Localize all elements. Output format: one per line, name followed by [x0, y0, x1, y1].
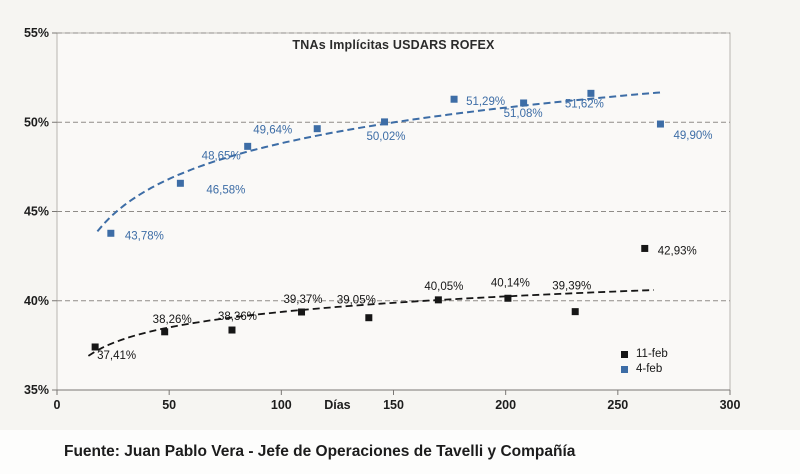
x-tick-label: 150	[383, 398, 404, 412]
data-point-4-feb	[450, 95, 458, 103]
data-point-4-feb	[176, 179, 184, 187]
y-tick-label: 55%	[24, 26, 49, 40]
point-label-11-feb: 42,93%	[658, 245, 697, 257]
data-point-4-feb	[107, 229, 115, 237]
data-point-11-feb	[161, 328, 169, 336]
trendline-11-feb	[87, 289, 654, 357]
point-label-11-feb: 38,36%	[218, 311, 257, 323]
legend: 11-feb 4-feb	[621, 348, 668, 375]
point-label-4-feb: 50,02%	[367, 131, 406, 143]
data-point-4-feb	[313, 125, 321, 133]
data-point-4-feb	[244, 142, 252, 150]
legend-swatch-4feb-icon	[621, 366, 628, 373]
point-label-11-feb: 38,26%	[153, 314, 192, 326]
point-label-11-feb: 39,39%	[552, 281, 591, 293]
point-label-4-feb: 51,62%	[565, 98, 604, 110]
x-tick-label: 0	[54, 398, 61, 412]
point-label-11-feb: 37,41%	[97, 350, 136, 362]
data-point-11-feb	[434, 296, 442, 304]
chart-title: TNAs Implícitas USDARS ROFEX	[292, 38, 495, 52]
point-label-4-feb: 46,58%	[206, 184, 245, 196]
y-tick-label: 35%	[24, 383, 49, 397]
trendline-4-feb	[96, 91, 663, 233]
x-tick-label: 200	[495, 398, 516, 412]
x-axis-label: Días	[324, 398, 350, 412]
data-point-11-feb	[91, 343, 99, 351]
point-label-11-feb: 39,05%	[337, 295, 376, 307]
y-tick-label: 50%	[24, 115, 49, 129]
x-tick-label: 50	[162, 398, 176, 412]
chart-svg: 55% 50% 45% 40% 35% 0 50 100 150 200 250 300 Días 37,…	[24, 26, 741, 412]
x-tick-label: 300	[720, 398, 741, 412]
data-point-11-feb	[571, 308, 579, 316]
data-point-11-feb	[365, 314, 373, 322]
legend-swatch-11feb-icon	[621, 351, 628, 358]
x-tick-label: 100	[271, 398, 292, 412]
point-label-4-feb: 43,78%	[125, 230, 164, 242]
data-point-11-feb	[641, 244, 649, 252]
data-point-11-feb	[228, 326, 236, 334]
data-point-11-feb	[504, 294, 512, 302]
point-label-4-feb: 48,65%	[202, 150, 241, 162]
point-label-4-feb: 49,64%	[253, 125, 292, 137]
point-label-11-feb: 40,05%	[424, 281, 463, 293]
x-tick-label: 250	[607, 398, 628, 412]
legend-item-4feb: 4-feb	[621, 363, 668, 375]
legend-label-4feb: 4-feb	[636, 363, 663, 375]
point-label-11-feb: 39,37%	[284, 294, 323, 306]
data-point-4-feb	[520, 99, 528, 107]
data-point-11-feb	[298, 308, 306, 316]
source-caption: Fuente: Juan Pablo Vera - Jefe de Operac…	[0, 430, 800, 474]
y-tick-label: 40%	[24, 294, 49, 308]
data-point-4-feb	[587, 89, 595, 97]
point-label-4-feb: 51,29%	[466, 96, 505, 108]
legend-item-11feb: 11-feb	[621, 348, 668, 360]
point-label-11-feb: 40,14%	[491, 277, 530, 289]
legend-label-11feb: 11-feb	[636, 348, 668, 360]
data-point-4-feb	[381, 118, 389, 126]
y-tick-label: 45%	[24, 205, 49, 219]
point-label-4-feb: 49,90%	[673, 130, 712, 142]
data-point-4-feb	[656, 120, 664, 128]
point-label-4-feb: 51,08%	[504, 108, 543, 120]
